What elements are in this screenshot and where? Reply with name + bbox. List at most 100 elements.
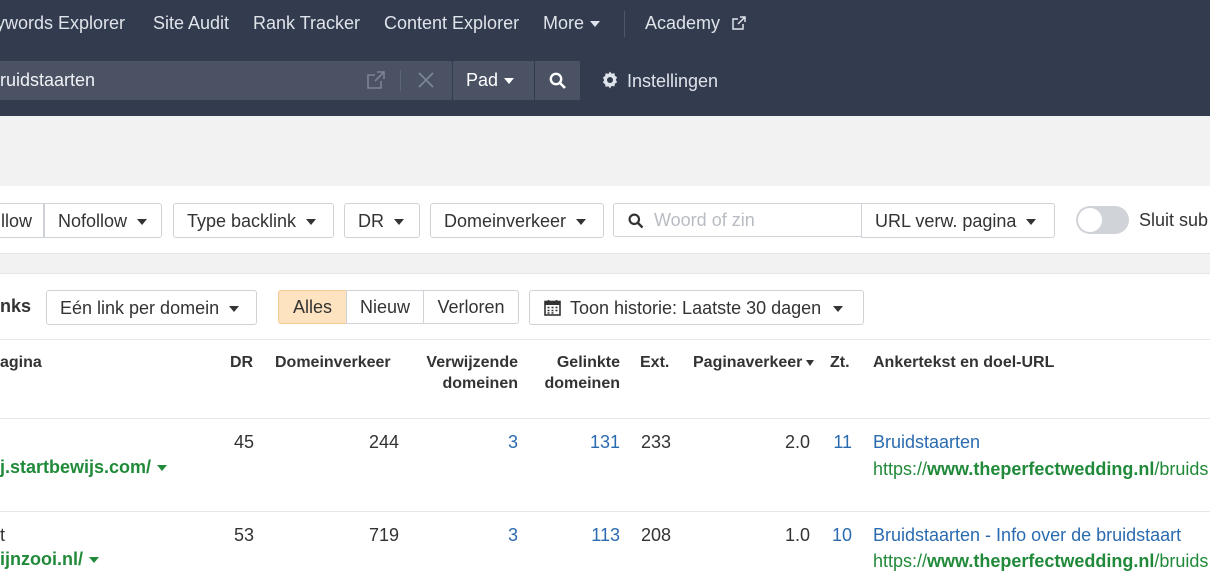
col-header-dr[interactable]: DR (230, 354, 254, 371)
col-header-anchor[interactable]: Ankertekst en doel-URL (873, 354, 1055, 371)
cell-zt[interactable]: 10 (831, 525, 852, 545)
filter-nofollow-label: Nofollow (58, 211, 128, 231)
cell-gelinkte[interactable]: 131 (589, 432, 620, 452)
chevron-down-icon (394, 219, 404, 226)
nav-content-explorer[interactable]: Content Explorer (384, 13, 520, 33)
search-value: ruidstaarten (0, 70, 96, 90)
settings-button[interactable]: Instellingen (600, 70, 718, 92)
col-header-gelinkte-line2: domeinen (544, 375, 620, 392)
url-path: /bruids (1154, 551, 1209, 571)
gear-icon (602, 71, 618, 89)
ref-page-title[interactable]: t (0, 525, 6, 545)
target-url[interactable]: https://www.theperfectwedding.nl/bruids (873, 551, 1208, 572)
sort-desc-icon (806, 359, 815, 366)
search-icon (628, 213, 644, 229)
settings-label: Instellingen (627, 71, 719, 91)
search-divider (400, 70, 401, 91)
link-per-domain-label: Eén link per domein (60, 298, 220, 318)
section-divider (0, 253, 1210, 274)
calendar-icon (544, 300, 561, 316)
search-input[interactable]: ruidstaarten (0, 61, 452, 100)
search-button[interactable] (535, 61, 580, 100)
cell-verwijzende[interactable]: 3 (507, 525, 518, 545)
history-select[interactable]: Toon historie: Laatste 30 dagen (529, 290, 864, 325)
chevron-down-icon (89, 557, 99, 564)
cell-paginaverkeer: 2.0 (784, 432, 810, 452)
nav-divider (624, 11, 625, 37)
url-prefix: https:// (873, 459, 928, 479)
ref-page-domain[interactable]: ijnzooi.nl/ (0, 549, 99, 570)
ref-page-domain[interactable]: j.startbewijs.com/ (0, 457, 168, 478)
filter-dofollow-label: llow (1, 211, 33, 231)
nav-academy[interactable]: Academy (645, 13, 746, 34)
cell-gelinkte[interactable]: 113 (591, 525, 620, 545)
col-header-zt[interactable]: Zt. (830, 354, 850, 371)
table-header-bottom-border (0, 418, 1210, 419)
ref-page-domain-text: j.startbewijs.com/ (0, 457, 152, 477)
segment-alles[interactable]: Alles (278, 290, 347, 324)
col-header-verwijzende-line2: domeinen (442, 375, 518, 392)
col-header-domeinverkeer[interactable]: Domeinverkeer (275, 354, 391, 371)
table-header-top-border (0, 339, 1210, 340)
keyword-input[interactable] (654, 210, 854, 231)
nav-more[interactable]: More (543, 13, 601, 34)
target-url[interactable]: https://www.theperfectwedding.nl/bruids (873, 459, 1208, 480)
segment-verloren[interactable]: Verloren (423, 290, 519, 324)
url-domain: www.theperfectwedding.nl (927, 459, 1155, 479)
chevron-down-icon (504, 78, 515, 85)
col-header-paginaverkeer[interactable]: Paginaverkeer (693, 352, 815, 373)
filter-type-backlink[interactable]: Type backlink (173, 203, 334, 238)
anchor-text[interactable]: Bruidstaarten - Info over de bruidstaart (873, 525, 1182, 545)
nav-more-label: More (543, 13, 585, 33)
chevron-down-icon (576, 219, 587, 226)
filter-dofollow[interactable]: llow (0, 203, 44, 238)
nav-academy-label: Academy (645, 13, 721, 33)
cell-verwijzende[interactable]: 3 (507, 432, 518, 452)
filter-nofollow[interactable]: Nofollow (44, 203, 162, 238)
chevron-down-icon (1026, 219, 1037, 226)
col-header-page[interactable]: agina (0, 354, 42, 371)
cell-ext: 233 (641, 432, 672, 452)
search-icon (549, 72, 566, 89)
keyword-filter (613, 203, 862, 237)
chevron-down-icon (229, 306, 240, 313)
nav-site-audit[interactable]: Site Audit (153, 13, 230, 33)
segment-nieuw[interactable]: Nieuw (346, 290, 424, 324)
col-header-ext[interactable]: Ext. (640, 354, 670, 371)
chevron-down-icon (590, 21, 601, 28)
anchor-text[interactable]: Bruidstaarten (873, 432, 981, 452)
open-external-icon[interactable] (366, 70, 386, 90)
nav-keywords-explorer[interactable]: ywords Explorer (0, 13, 126, 33)
subheader-area (0, 116, 1210, 186)
filter-domeinverkeer-label: Domeinverkeer (444, 211, 567, 231)
chevron-down-icon (833, 306, 844, 313)
url-domain: www.theperfectwedding.nl (927, 551, 1155, 571)
col-header-gelinkte-domeinen[interactable]: Gelinkte domeinen (525, 352, 620, 394)
ref-page-domain-text: ijnzooi.nl/ (0, 549, 83, 569)
col-header-verwijzende-domeinen[interactable]: Verwijzende domeinen (410, 352, 518, 394)
filter-url-ref-page[interactable]: URL verw. pagina (861, 203, 1055, 238)
close-icon[interactable] (416, 70, 436, 90)
filter-domeinverkeer[interactable]: Domeinverkeer (430, 203, 604, 238)
top-header: ywords Explorer Site Audit Rank Tracker … (0, 0, 1210, 116)
external-link-icon (732, 16, 746, 30)
filter-dr[interactable]: DR (344, 203, 420, 238)
chevron-down-icon (306, 219, 317, 226)
link-per-domain-select[interactable]: Eén link per domein (46, 290, 257, 325)
url-prefix: https:// (873, 551, 928, 571)
exclude-toggle[interactable] (1076, 206, 1129, 234)
mode-select[interactable]: Pad (453, 61, 534, 100)
cell-dr: 53 (233, 525, 254, 545)
nav-rank-tracker[interactable]: Rank Tracker (253, 13, 361, 33)
toggle-knob (1078, 208, 1102, 232)
filter-dr-label: DR (358, 211, 384, 231)
cell-paginaverkeer: 1.0 (784, 525, 810, 545)
cell-zt[interactable]: 11 (833, 432, 852, 452)
toggle-label: Sluit sub (1139, 210, 1209, 230)
main-nav: ywords Explorer Site Audit Rank Tracker … (0, 0, 1210, 48)
row-divider (0, 511, 1210, 512)
section-title: nks (0, 296, 32, 316)
col-header-gelinkte-line1: Gelinkte (556, 354, 620, 371)
search-bar: ruidstaarten Pad (0, 61, 580, 100)
mode-label: Pad (466, 70, 499, 90)
